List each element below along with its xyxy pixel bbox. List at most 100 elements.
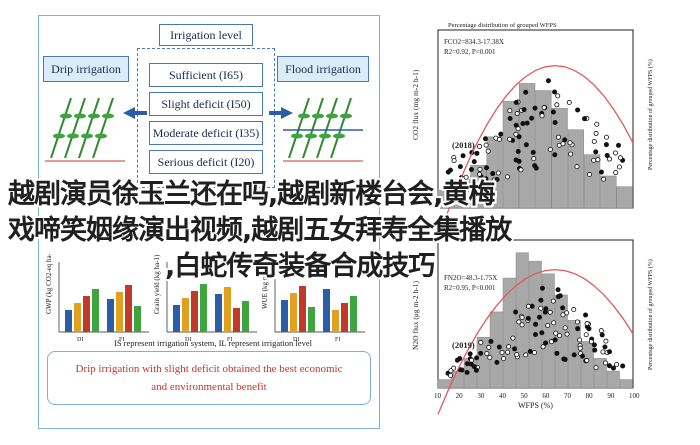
scatter-point <box>584 321 590 327</box>
bar <box>580 341 594 389</box>
scatter-point <box>538 297 544 303</box>
scatter-point <box>545 322 551 328</box>
mini-bar <box>332 310 339 332</box>
drip-irrigation-label: Drip irrigation <box>43 56 129 82</box>
scatter-point <box>445 169 451 175</box>
scatter-point <box>586 172 592 178</box>
x-tick-label: 100 <box>629 392 640 400</box>
mini-bar <box>83 296 90 332</box>
scatter-point <box>602 360 608 366</box>
scatter-point <box>539 113 545 119</box>
scatter-point <box>586 326 592 332</box>
chart-bottom-equation: FN2O=48.3-1.75X <box>444 274 497 282</box>
bar <box>476 337 490 389</box>
scatter-point <box>593 365 599 371</box>
scatter-point <box>580 353 586 359</box>
panel-yield-label: Grain yield (kg ha-1) <box>153 254 161 314</box>
scatter-point <box>571 352 577 358</box>
flood-irrigation-label: Flood irrigation <box>277 56 369 82</box>
scatter-point <box>488 338 494 344</box>
scatter-point <box>595 157 601 163</box>
scatter-point <box>603 142 609 148</box>
scatter-point <box>478 350 484 356</box>
level-slight: Slight deficit (I50) <box>149 92 263 116</box>
scatter-point <box>523 89 529 95</box>
scatter-point <box>507 115 513 121</box>
scatter-point <box>554 102 560 108</box>
scatter-point <box>577 337 583 343</box>
scatter-point <box>553 330 559 336</box>
scatter-point <box>562 325 568 331</box>
scatter-point <box>448 372 454 378</box>
chart-bottom-r2: R2=0.95, P<0.001 <box>444 284 496 292</box>
bar <box>502 100 519 209</box>
scatter-point <box>598 328 604 334</box>
bar <box>502 277 516 389</box>
mini-bar <box>125 285 132 332</box>
scatter-point <box>514 352 520 358</box>
scatter-point <box>516 319 522 325</box>
scatter-point <box>584 357 590 363</box>
mini-bar <box>173 305 180 332</box>
mini-bar <box>341 303 348 332</box>
scatter-point <box>552 337 558 343</box>
conclusion-box: Drip irrigation with slight deficit obta… <box>47 351 371 405</box>
scatter-point <box>451 158 457 164</box>
mini-bar <box>116 292 123 332</box>
bar <box>606 370 620 389</box>
scatter-point <box>538 305 544 311</box>
mini-bar <box>92 289 99 332</box>
x-tick-label: 10 <box>434 392 442 400</box>
scatter-point <box>464 369 470 375</box>
scatter-point <box>478 339 484 345</box>
scatter-point <box>583 332 589 338</box>
level-serious: Serious deficit (I20) <box>149 150 263 174</box>
mini-bar <box>182 298 189 332</box>
bar <box>437 379 451 389</box>
scatter-point <box>516 158 522 164</box>
bar <box>600 175 617 209</box>
scatter-point <box>575 107 581 113</box>
scatter-point <box>457 164 463 170</box>
chart-bottom: (2019) FN2O=48.3-1.75X R2=0.95, P<0.001 … <box>411 239 654 415</box>
chart-top-y2label: Percentage distribution of grouped WFPS … <box>647 59 654 170</box>
scatter-point <box>525 303 531 309</box>
scatter-point <box>514 111 520 117</box>
level-moderate: Moderate deficit (I35) <box>149 121 263 145</box>
scatter-point <box>532 163 538 169</box>
chart-top-year: (2018) <box>452 140 475 150</box>
scatter-point <box>552 89 558 95</box>
scatter-point <box>617 155 623 161</box>
scatter-point <box>471 364 477 370</box>
x-tick-label: 50 <box>521 392 529 400</box>
chart-top-r2: R2=0.92, P<0.001 <box>444 48 496 56</box>
level-sufficient: Sufficient (I65) <box>149 63 263 87</box>
scatter-point <box>562 137 568 143</box>
scatter-point <box>468 166 474 172</box>
scatter-point <box>510 335 516 341</box>
overlay-line-1: 越剧演员徐玉兰还在吗,越剧新楼台会,黄梅 <box>8 179 496 210</box>
x-tick-label: 40 <box>499 392 507 400</box>
scatter-point <box>574 164 580 170</box>
scatter-point <box>477 166 483 172</box>
irrigation-note: IS represent irrigation system, IL repre… <box>114 338 312 348</box>
level-arrows <box>123 107 293 119</box>
mini-bar <box>299 286 306 332</box>
panel-gwp-label: GWP (kg CO2-eq ha-1) <box>45 254 53 314</box>
mini-bar <box>215 294 222 332</box>
scatter-point <box>531 156 537 162</box>
x-tick-label: 70 <box>564 392 572 400</box>
mini-bar <box>281 300 288 332</box>
bar <box>567 129 584 209</box>
chart-bottom-y2label: Percentage distribution of grouped WFPS … <box>647 259 654 370</box>
scatter-point <box>498 131 504 137</box>
mini-bar <box>74 303 81 332</box>
scatter-point <box>560 305 566 311</box>
panel-wue-label: WUE (kg m-3) <box>261 266 269 309</box>
scatter-point <box>473 367 479 373</box>
scatter-point <box>557 333 563 339</box>
scatter-point <box>591 157 597 163</box>
scatter-point <box>515 148 521 154</box>
mini-bar <box>224 287 231 332</box>
x-tick-label: 30 <box>477 392 485 400</box>
